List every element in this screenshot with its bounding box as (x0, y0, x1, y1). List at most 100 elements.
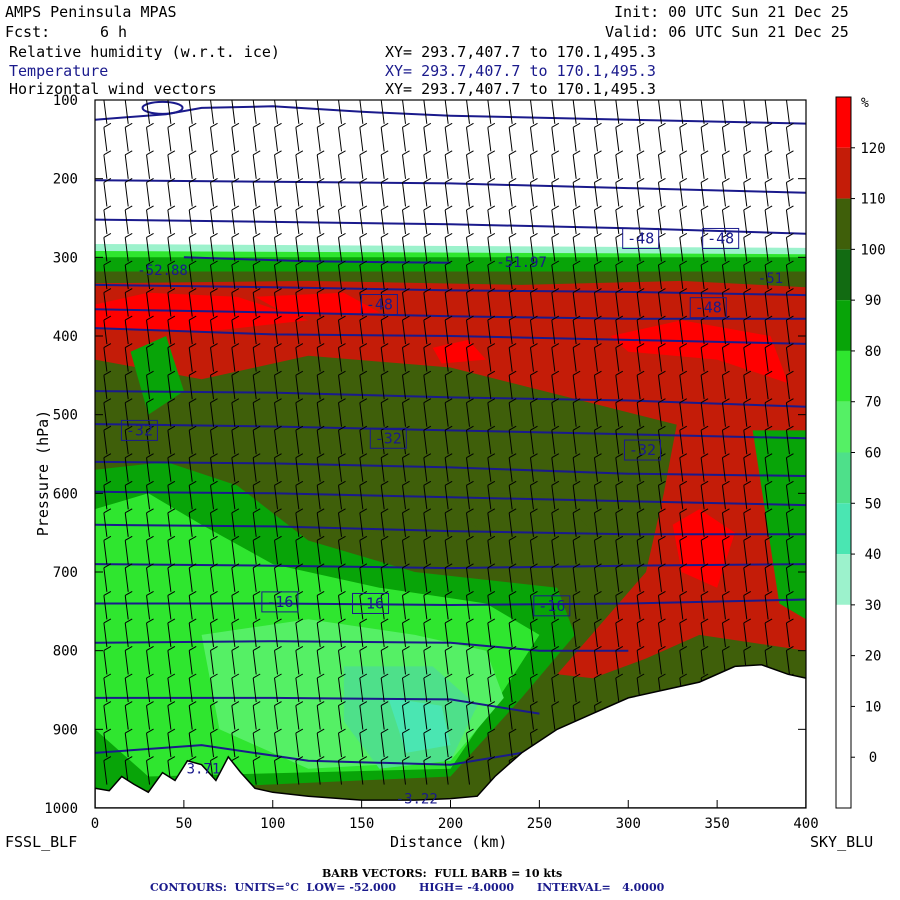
wind-barb (444, 512, 449, 537)
wind-barb (508, 701, 517, 706)
wind-barb (508, 650, 513, 675)
wind-barb (594, 398, 602, 404)
wind-barb (466, 320, 470, 345)
wind-barb (402, 154, 407, 179)
wind-barb (721, 402, 726, 427)
wind-barb (252, 540, 257, 565)
wind-barb (444, 701, 453, 706)
wind-barb (743, 370, 752, 376)
wind-barb (658, 150, 666, 156)
wind-barb (402, 233, 410, 238)
wind-barb (423, 618, 432, 624)
wind-barb (679, 127, 684, 152)
wind-barb (572, 100, 577, 124)
wind-barb (402, 563, 410, 569)
wind-barb (700, 590, 709, 596)
wind-barb (167, 209, 172, 234)
wind-barb (679, 430, 684, 455)
wind-barb (551, 375, 556, 400)
wind-barb (764, 237, 769, 262)
wind-barb (786, 425, 794, 431)
wind-barb (252, 402, 257, 427)
wind-barb (593, 154, 598, 179)
wind-barb (444, 292, 449, 317)
wind-barb (551, 154, 556, 179)
wind-barb (124, 370, 133, 376)
wind-barb (423, 320, 428, 345)
wind-barb (658, 260, 666, 266)
wind-barb (380, 673, 389, 679)
contour-label: -32 (126, 421, 153, 439)
wind-barb (572, 457, 577, 482)
wind-barb (658, 370, 666, 376)
wind-barb (700, 646, 709, 651)
wind-barb (679, 233, 688, 238)
wind-barb (295, 375, 300, 400)
y-tick-label: 500 (53, 408, 78, 424)
wind-barb (124, 320, 129, 345)
wind-barb (359, 701, 368, 706)
contour-extremum: -51.97 (496, 255, 547, 271)
wind-barb (402, 150, 410, 156)
wind-barb (146, 233, 154, 238)
wind-barb (658, 508, 666, 514)
wind-barb (124, 315, 133, 321)
wind-barb (508, 480, 517, 486)
wind-barb (508, 320, 513, 345)
wind-barb (124, 205, 133, 211)
wind-barb (338, 320, 343, 345)
wind-barb (167, 205, 176, 211)
wind-barb (679, 567, 684, 592)
wind-barb (530, 288, 538, 293)
wind-barb (380, 260, 389, 266)
wind-barb (423, 535, 432, 541)
wind-barb (444, 508, 453, 514)
wind-barb (658, 315, 666, 321)
wind-barb (615, 100, 620, 124)
wind-barb (423, 425, 432, 431)
wind-barb (657, 457, 662, 482)
contour-label-box (622, 227, 660, 249)
wind-barb (636, 154, 641, 179)
wind-barb (657, 154, 662, 179)
wind-barb (338, 540, 343, 565)
wind-barb (402, 264, 407, 290)
wind-barb (124, 567, 129, 592)
wind-barb (615, 650, 620, 675)
wind-barb (423, 233, 432, 238)
wind-barb (359, 370, 368, 376)
wind-barb (210, 563, 218, 569)
wind-barb (572, 150, 581, 156)
wind-barb (210, 756, 218, 762)
wind-barb (380, 540, 385, 565)
wind-barb (274, 508, 282, 514)
wind-barb (679, 480, 688, 486)
wind-barb (466, 673, 474, 679)
wind-barb (295, 320, 300, 345)
wind-barb (316, 701, 325, 706)
wind-barb (764, 154, 769, 179)
wind-barb (615, 320, 620, 345)
wind-barb (295, 563, 304, 569)
wind-barb (295, 264, 300, 290)
wind-barb (167, 150, 176, 156)
wind-barb (210, 677, 215, 703)
wind-barb (615, 453, 624, 459)
wind-barb (402, 177, 410, 183)
wind-barb (572, 618, 581, 624)
wind-barb (124, 485, 129, 510)
wind-barb (530, 100, 532, 101)
wind-barb (679, 177, 688, 183)
wind-barb (743, 182, 748, 207)
wind-barb (657, 595, 662, 620)
wind-barb (700, 343, 709, 349)
wind-barb (167, 508, 176, 514)
wind-barb (252, 618, 261, 624)
wind-barb (466, 127, 470, 152)
wind-barb (423, 701, 432, 706)
wind-barb (466, 646, 474, 651)
wind-barb (146, 288, 154, 293)
wind-barb (636, 205, 645, 211)
wind-barb (679, 100, 684, 124)
wind-barb (231, 315, 240, 321)
